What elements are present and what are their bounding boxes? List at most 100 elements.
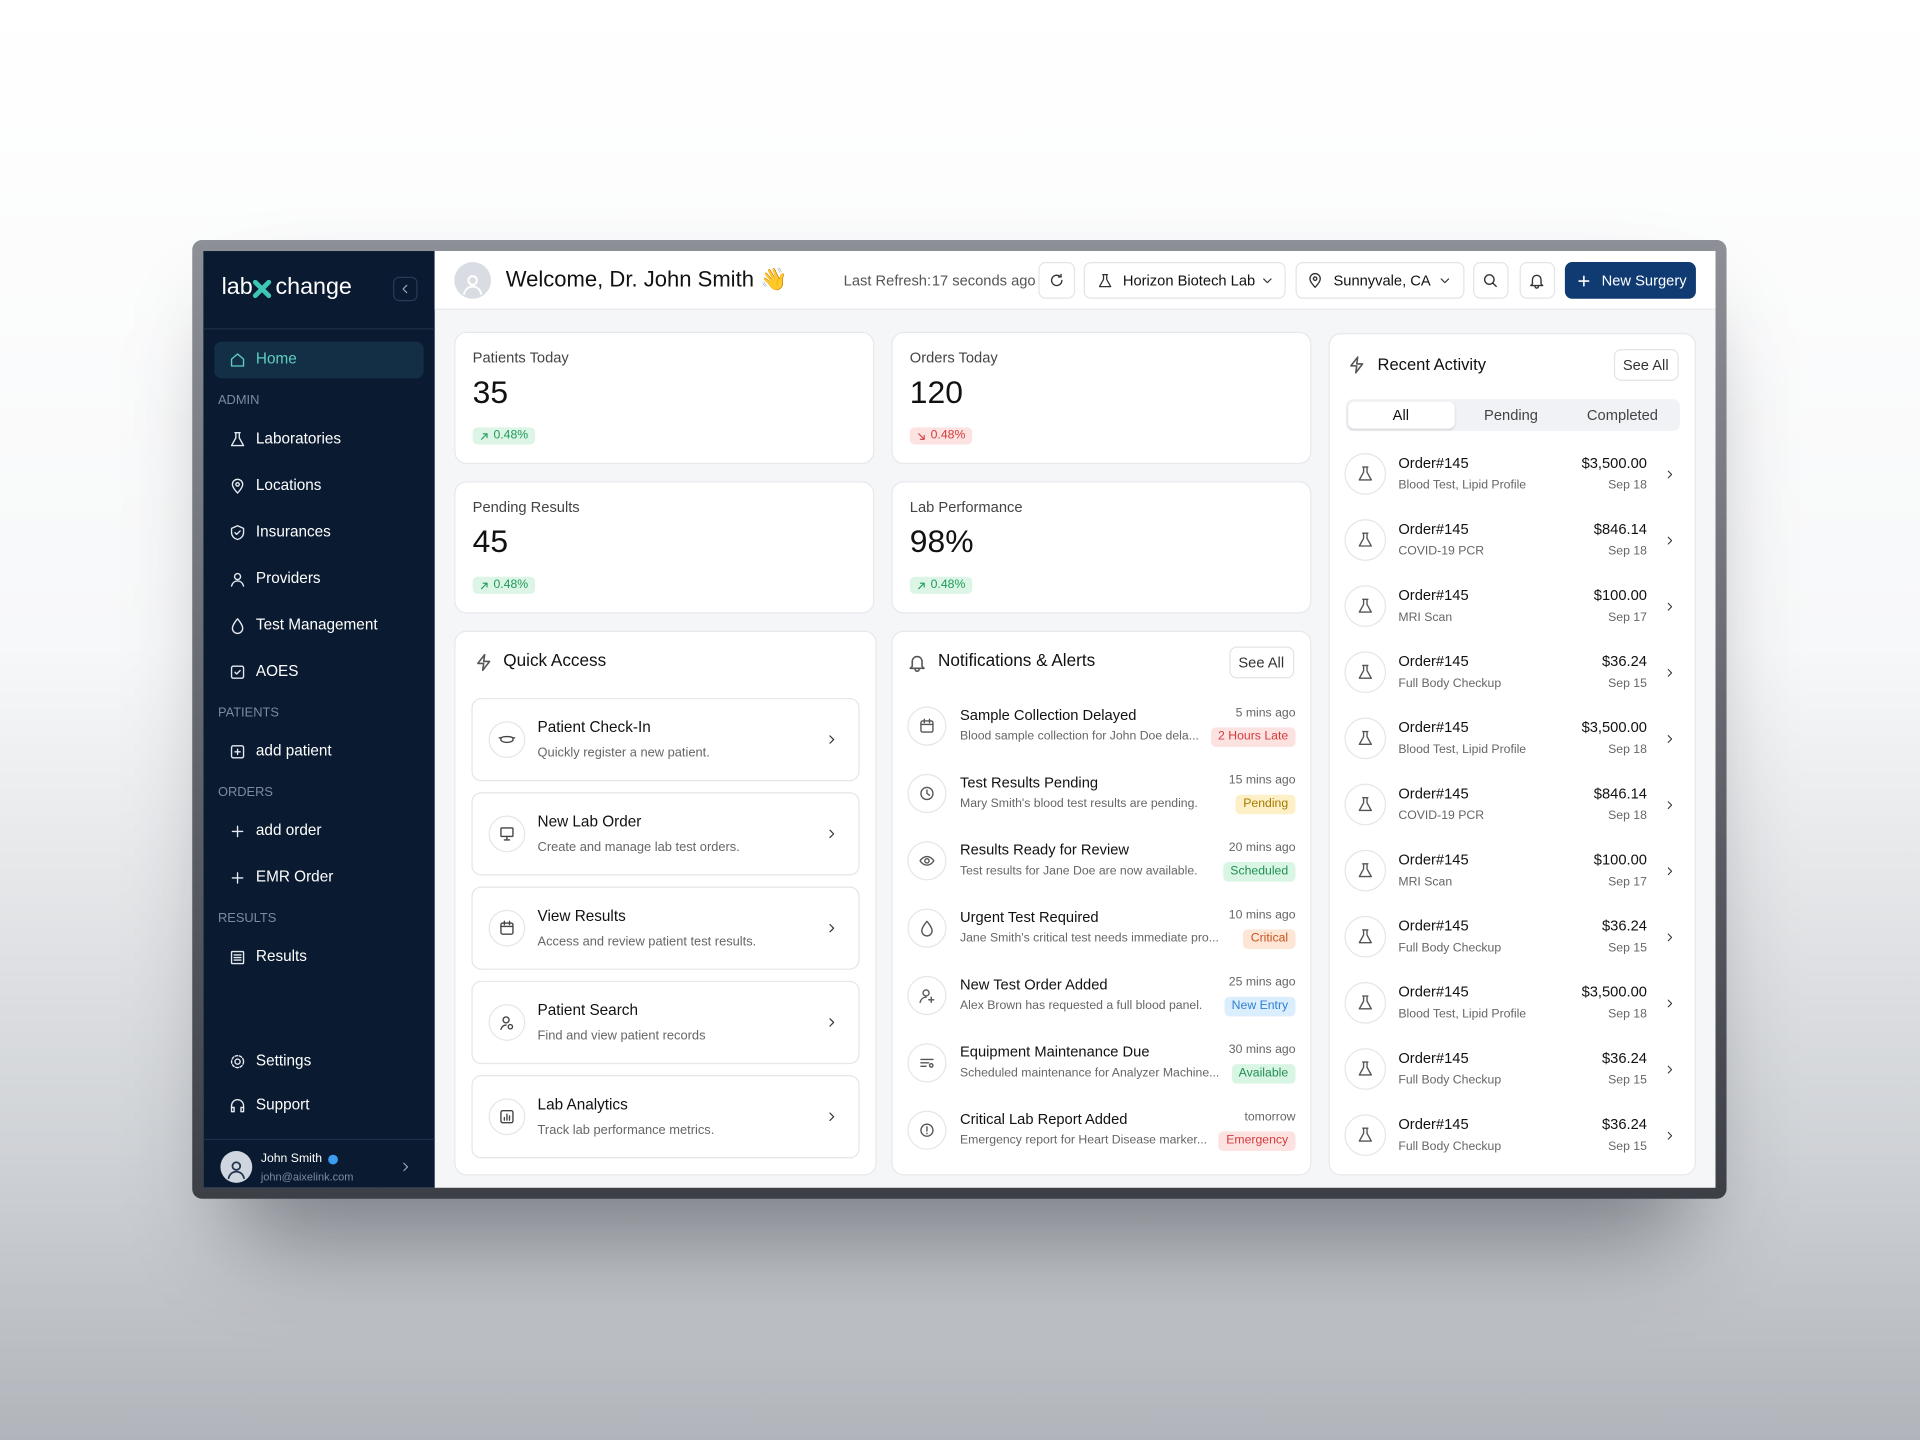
nav-item[interactable]: add order [255,821,322,840]
stat-value: 120 [909,373,963,410]
stat-value: 98% [909,522,974,560]
nav-item[interactable]: Locations [255,476,322,494]
button-label[interactable]: See All [1238,653,1285,671]
icon [829,923,835,933]
order-desc: Full Body Checkup [1398,1073,1502,1088]
icon [230,432,245,447]
icon [463,275,483,295]
icon [230,353,245,367]
button-label[interactable]: New Surgery [1601,271,1687,289]
divider [203,328,435,330]
nav-item[interactable]: Results [255,948,307,966]
tab[interactable]: Pending [1484,406,1538,424]
icon-circle [1344,982,1387,1024]
icon [1667,1065,1672,1073]
order-amount: $100.00 [1593,586,1647,604]
link-desc: Quickly register a new patient. [537,745,710,760]
status-badge: Emergency [1218,1131,1296,1152]
change-value: 0.48% [493,428,529,443]
see-all-button[interactable] [1613,348,1679,381]
icon [230,525,245,541]
collapse-button[interactable] [393,276,418,302]
link-desc: Create and manage lab test orders. [537,839,740,855]
nav-item[interactable]: add patient [255,742,332,760]
icon [920,786,934,801]
icon [231,478,244,494]
icon [1309,272,1321,288]
nav-item[interactable]: Laboratories [255,430,342,448]
change-pill [909,427,973,445]
nav-item[interactable]: Providers [255,569,321,587]
refresh-button[interactable] [1038,262,1076,299]
icon [829,829,835,839]
status-badge: Scheduled [1222,862,1296,882]
icon [1050,273,1063,287]
icon [1358,995,1372,1010]
icon-circle [1344,519,1387,561]
icon [1358,730,1372,746]
tab[interactable]: Completed [1586,406,1658,424]
icon [829,1112,835,1121]
order-id: Order#145 [1398,718,1469,736]
quick-link[interactable] [471,1075,860,1159]
link-title: Patient Check-In [537,719,651,737]
icon [829,735,835,744]
icon [1483,274,1497,288]
nav-item[interactable]: EMR Order [255,868,334,886]
order-desc: COVID-19 PCR [1398,809,1485,823]
nav-item[interactable]: Settings [255,1052,312,1070]
icon [1358,598,1372,613]
order-amount: $846.14 [1593,784,1647,802]
nav-heading: RESULTS [217,910,277,926]
icon-circle [1344,1048,1387,1090]
icon [1358,1061,1372,1076]
icon [920,1123,934,1137]
nav-item[interactable]: Home [255,350,297,368]
icon-circle [1344,717,1387,760]
refresh-value: 17 seconds ago [931,271,1036,289]
icon [500,1016,514,1030]
quick-link[interactable] [471,792,860,876]
alert-desc: Scheduled maintenance for Analyzer Machi… [960,1066,1220,1080]
location-dropdown[interactable] [1295,262,1465,299]
order-date: Sep 18 [1608,544,1647,559]
divider [203,1138,435,1140]
order-amount: $3,500.00 [1581,453,1647,471]
order-amount: $36.24 [1601,652,1647,670]
quick-link[interactable] [471,980,860,1065]
icon-circle [1344,849,1387,892]
icon [1667,1131,1672,1140]
icon [1667,469,1672,478]
tab[interactable]: All [1392,406,1409,424]
quick-link[interactable] [471,697,860,782]
alert-title: Test Results Pending [960,773,1099,791]
button-label[interactable]: See All [1622,355,1669,373]
nav-item[interactable]: Test Management [255,616,378,634]
icon [1667,998,1672,1007]
order-amount: $100.00 [1593,850,1647,868]
nav-item[interactable]: AOES [255,662,299,680]
nav-item[interactable]: Insurances [255,523,331,541]
icon [403,1162,409,1172]
location-name[interactable]: Sunnyvale, CA [1333,271,1431,289]
quick-link[interactable] [471,886,860,970]
icon [477,653,491,672]
icon [402,284,408,294]
lab-name[interactable]: Horizon Biotech Lab [1122,271,1256,289]
search-button[interactable] [1473,262,1509,299]
nav-item[interactable]: Support [255,1096,310,1114]
icon [500,1110,514,1124]
icon [1667,668,1672,677]
order-date: Sep 18 [1608,478,1647,493]
notification-button[interactable] [1519,262,1556,299]
change-value: 0.48% [930,428,966,443]
icon [498,735,516,744]
icon [227,1161,245,1180]
icon [909,655,925,673]
icon-circle [907,1043,947,1083]
lab-dropdown[interactable] [1083,262,1286,299]
nav-home[interactable] [214,341,424,379]
see-all-button[interactable] [1229,646,1295,679]
order-id: Order#145 [1398,652,1469,670]
link-title: New Lab Order [537,813,642,831]
